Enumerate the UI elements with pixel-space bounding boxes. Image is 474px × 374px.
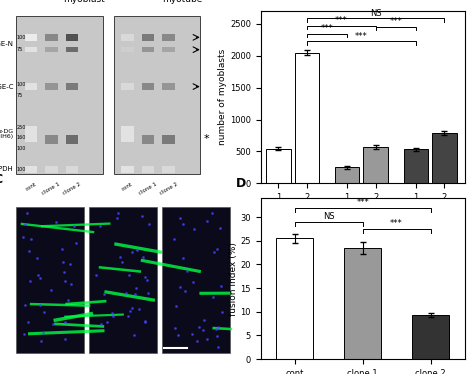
Bar: [16, 16, 102, 174]
Bar: [121, 166, 134, 173]
Text: clone 2: clone 2: [159, 181, 179, 196]
Text: 75: 75: [17, 93, 23, 98]
Text: B: B: [236, 0, 246, 3]
Text: cont: cont: [25, 181, 37, 192]
Bar: [162, 166, 175, 173]
Bar: [294, 53, 319, 183]
Bar: [25, 34, 37, 41]
Bar: [121, 126, 134, 142]
Bar: [162, 135, 175, 144]
Bar: [142, 135, 155, 144]
Bar: [344, 248, 381, 359]
Text: NS: NS: [370, 9, 382, 18]
Bar: [162, 83, 175, 90]
Bar: [121, 47, 134, 52]
Text: LARGE-N: LARGE-N: [0, 42, 14, 47]
Text: 100: 100: [17, 35, 26, 40]
Bar: [142, 166, 155, 173]
Text: clone 1: clone 1: [108, 358, 138, 367]
Text: 250: 250: [17, 125, 26, 129]
Text: 160: 160: [17, 135, 26, 140]
Bar: [276, 239, 313, 359]
Text: clone 1: clone 1: [345, 210, 378, 219]
Text: day: day: [262, 210, 278, 219]
Text: myoblast: myoblast: [64, 0, 105, 4]
Bar: [65, 135, 78, 144]
Bar: [404, 150, 428, 183]
Bar: [364, 147, 388, 183]
Bar: [114, 16, 201, 174]
Text: α-DG
(IIH6): α-DG (IIH6): [0, 129, 14, 140]
Bar: [45, 135, 58, 144]
Text: ***: ***: [355, 31, 368, 40]
Text: clone 1: clone 1: [41, 181, 61, 196]
Text: 100: 100: [17, 167, 26, 172]
Bar: [89, 206, 157, 353]
Text: NS: NS: [323, 212, 335, 221]
Text: clone 1: clone 1: [138, 181, 158, 196]
Bar: [65, 83, 78, 90]
Bar: [25, 83, 37, 90]
Bar: [142, 34, 155, 41]
Bar: [25, 47, 37, 52]
Bar: [142, 47, 155, 52]
Text: cont: cont: [121, 181, 134, 192]
Text: *: *: [204, 134, 210, 144]
Text: GAPDH: GAPDH: [0, 166, 14, 172]
Bar: [412, 315, 449, 359]
Bar: [142, 83, 155, 90]
Text: ***: ***: [390, 219, 403, 228]
Bar: [266, 149, 291, 183]
Text: C: C: [0, 173, 2, 186]
Text: cont: cont: [41, 358, 59, 367]
Text: ***: ***: [320, 24, 333, 33]
Text: 75: 75: [17, 47, 23, 52]
Y-axis label: fusion index (%): fusion index (%): [228, 242, 237, 316]
Bar: [16, 206, 84, 353]
Text: 100: 100: [17, 145, 26, 151]
Text: ***: ***: [389, 17, 402, 26]
Text: myotube: myotube: [162, 0, 202, 4]
Bar: [45, 166, 58, 173]
Bar: [45, 34, 58, 41]
Bar: [65, 166, 78, 173]
Bar: [162, 34, 175, 41]
Text: ***: ***: [356, 198, 369, 207]
Bar: [65, 47, 78, 52]
Bar: [45, 83, 58, 90]
Text: clone 2: clone 2: [62, 181, 82, 196]
Bar: [121, 34, 134, 41]
Bar: [162, 47, 175, 52]
Text: D: D: [236, 177, 246, 190]
Text: cont: cont: [283, 210, 302, 219]
Bar: [25, 126, 37, 142]
Bar: [65, 34, 78, 41]
Bar: [162, 206, 230, 353]
Bar: [45, 47, 58, 52]
Bar: [432, 133, 456, 183]
Text: 100: 100: [17, 82, 26, 87]
Text: LARGE-C: LARGE-C: [0, 83, 14, 90]
Text: clone 2: clone 2: [181, 358, 211, 367]
Bar: [121, 83, 134, 90]
Bar: [25, 166, 37, 173]
Text: clone 2: clone 2: [414, 210, 447, 219]
Text: ***: ***: [335, 16, 347, 25]
Y-axis label: number of myoblasts: number of myoblasts: [218, 49, 227, 145]
Bar: [335, 167, 359, 183]
